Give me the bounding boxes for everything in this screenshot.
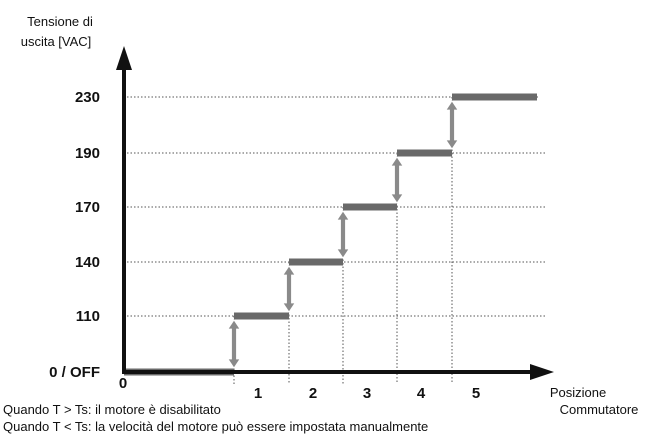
transition-arrow-4-to-5 xyxy=(445,100,459,150)
transition-arrow-0-to-1 xyxy=(227,319,241,369)
note-line-1: Quando T > Ts: il motore è disabilitato xyxy=(3,402,221,417)
transition-arrow-3-to-4 xyxy=(390,156,404,204)
step-layer xyxy=(124,93,537,376)
y-tick-5: 230 xyxy=(75,89,100,106)
y-tick-0: 0 / OFF xyxy=(49,364,100,381)
y-axis-title-line-1: Tensione di xyxy=(27,14,93,29)
x-tick-2: 2 xyxy=(309,385,317,402)
y-tick-1: 110 xyxy=(76,308,100,325)
step-bar-3 xyxy=(343,203,397,211)
grid-layer xyxy=(127,96,545,384)
tick-layer: 0 / OFF 110 140 170 190 230 1 2 3 4 5 xyxy=(49,89,480,402)
y-axis-title-line-2: uscita [VAC] xyxy=(21,34,92,49)
step-bar-1 xyxy=(234,312,289,320)
x-axis-title-line-1: Posizione xyxy=(550,385,606,400)
transition-arrow-2-to-3 xyxy=(336,210,350,259)
x-tick-4: 4 xyxy=(417,385,426,402)
x-tick-5: 5 xyxy=(472,385,480,402)
step-bar-5 xyxy=(452,93,537,101)
y-tick-2: 140 xyxy=(75,254,100,271)
x-tick-0: 0 xyxy=(119,375,127,392)
transition-arrow-layer xyxy=(227,100,459,369)
x-tick-3: 3 xyxy=(363,385,371,402)
y-axis-arrowhead xyxy=(116,46,132,70)
note-line-2: Quando T < Ts: la velocità del motore pu… xyxy=(3,419,428,434)
x-tick-1: 1 xyxy=(254,385,262,402)
step-bar-4 xyxy=(397,149,452,157)
y-tick-3: 170 xyxy=(75,199,100,216)
x-axis-arrowhead xyxy=(530,364,554,380)
transition-arrow-1-to-2 xyxy=(282,265,296,313)
y-tick-4: 190 xyxy=(75,145,100,162)
x-axis-title-line-2: Commutatore xyxy=(560,402,639,417)
step-bar-2 xyxy=(289,258,343,266)
